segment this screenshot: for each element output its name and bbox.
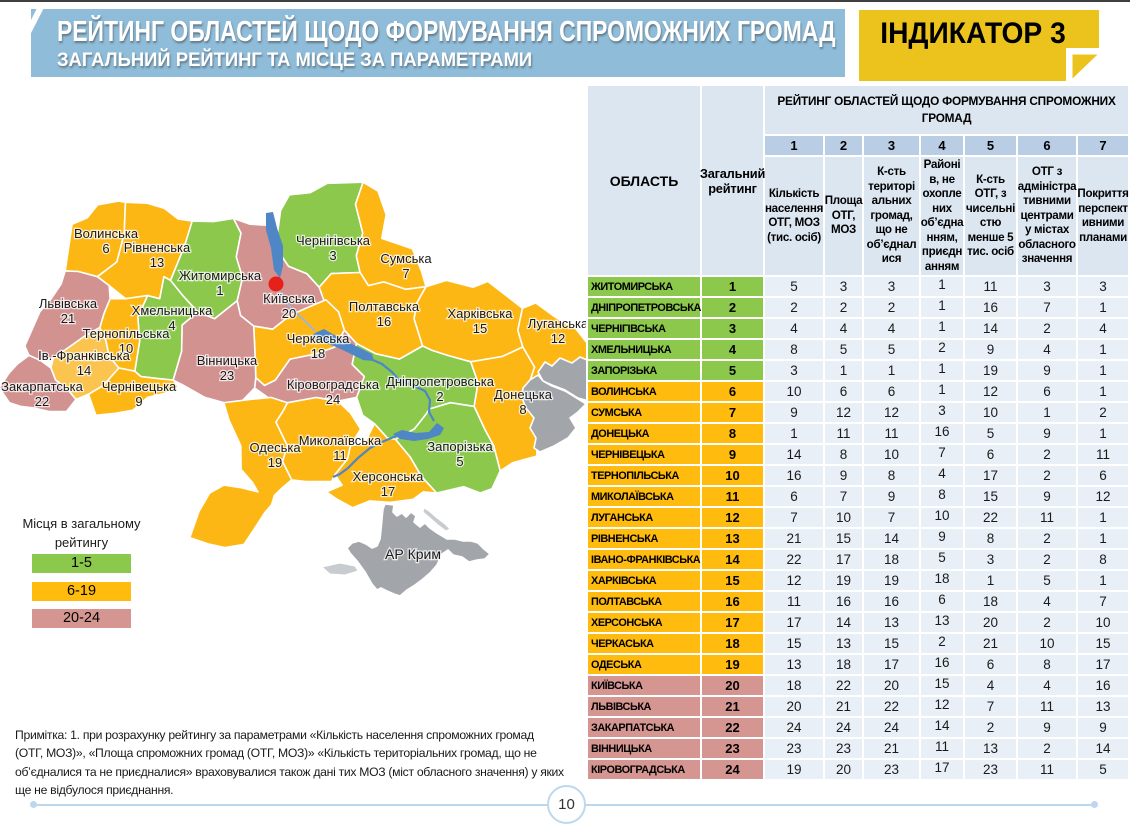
svg-text:Кіровоградська: Кіровоградська (287, 377, 380, 392)
svg-text:Хмельницька: Хмельницька (132, 303, 213, 318)
svg-text:24: 24 (326, 392, 340, 407)
svg-text:Тернопільська: Тернопільська (83, 326, 171, 341)
svg-text:4: 4 (168, 318, 175, 333)
svg-text:Чернівецька: Чернівецька (102, 379, 177, 394)
svg-text:Запорізька: Запорізька (427, 439, 493, 454)
svg-text:Дніпропетровська: Дніпропетровська (386, 374, 495, 389)
svg-text:8: 8 (519, 402, 526, 417)
svg-text:3: 3 (329, 248, 336, 263)
svg-text:Волинська: Волинська (74, 226, 139, 241)
svg-text:Львівська: Львівська (39, 296, 98, 311)
svg-text:7: 7 (402, 266, 409, 281)
svg-text:Чернігівська: Чернігівська (296, 233, 371, 248)
svg-text:19: 19 (268, 455, 282, 470)
svg-text:11: 11 (333, 448, 347, 463)
svg-text:23: 23 (220, 368, 234, 383)
svg-text:13: 13 (150, 255, 164, 270)
svg-text:Луганська: Луганська (528, 316, 589, 331)
svg-text:Ів.-Франківська: Ів.-Франківська (38, 348, 131, 363)
svg-text:16: 16 (377, 314, 391, 329)
svg-text:Закарпатська: Закарпатська (1, 379, 84, 394)
svg-text:9: 9 (135, 394, 142, 409)
svg-text:Донецька: Донецька (494, 387, 553, 402)
svg-text:5: 5 (456, 454, 463, 469)
svg-text:2: 2 (436, 389, 443, 404)
svg-text:6: 6 (102, 241, 109, 256)
svg-text:Черкаська: Черкаська (287, 331, 351, 346)
svg-text:12: 12 (551, 331, 565, 346)
svg-text:АР Крим: АР Крим (385, 546, 441, 562)
svg-text:Вінницька: Вінницька (197, 353, 258, 368)
svg-text:Миколаївська: Миколаївська (299, 433, 382, 448)
svg-text:Харківська: Харківська (448, 306, 514, 321)
svg-text:Херсонська: Херсонська (353, 469, 424, 484)
svg-text:14: 14 (77, 363, 91, 378)
svg-text:17: 17 (381, 484, 395, 499)
svg-text:Рівненська: Рівненська (124, 240, 191, 255)
svg-text:15: 15 (473, 321, 487, 336)
svg-text:Полтавська: Полтавська (349, 299, 420, 314)
svg-text:20: 20 (282, 306, 296, 321)
svg-text:Житомирська: Житомирська (179, 268, 262, 283)
svg-text:Сумська: Сумська (380, 251, 432, 266)
svg-text:Одеська: Одеська (249, 440, 301, 455)
svg-text:21: 21 (61, 311, 75, 326)
svg-text:Київська: Київська (263, 291, 315, 306)
svg-text:18: 18 (311, 346, 325, 361)
svg-text:22: 22 (35, 394, 49, 409)
svg-text:10: 10 (119, 341, 133, 356)
svg-text:1: 1 (216, 283, 223, 298)
